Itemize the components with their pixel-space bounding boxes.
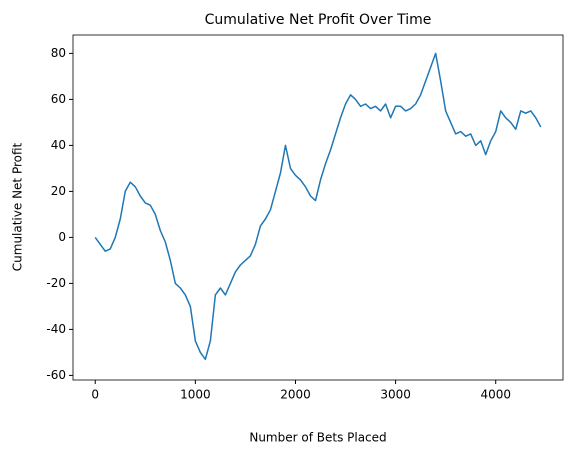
x-tick-label: 4000: [480, 388, 511, 402]
line-series: [94, 52, 542, 361]
x-tick-label: 3000: [380, 388, 411, 402]
y-tick-label: -20: [46, 276, 66, 290]
y-tick-label: 20: [51, 184, 66, 198]
y-tick-label: -40: [46, 322, 66, 336]
y-tick-label: -60: [46, 368, 66, 382]
x-tick-label: 0: [91, 388, 99, 402]
x-tick-label: 2000: [280, 388, 311, 402]
chart-title: Cumulative Net Profit Over Time: [205, 12, 432, 28]
y-tick-label: 0: [58, 230, 66, 244]
y-tick-label: 60: [51, 92, 66, 106]
y-tick-label: 80: [51, 46, 66, 60]
plot-frame: [72, 34, 564, 381]
y-tick-label: 40: [51, 138, 66, 152]
x-tick-label: 1000: [180, 388, 211, 402]
x-axis-label: Number of Bets Placed: [249, 431, 386, 445]
y-axis-label: Cumulative Net Profit: [11, 142, 25, 271]
